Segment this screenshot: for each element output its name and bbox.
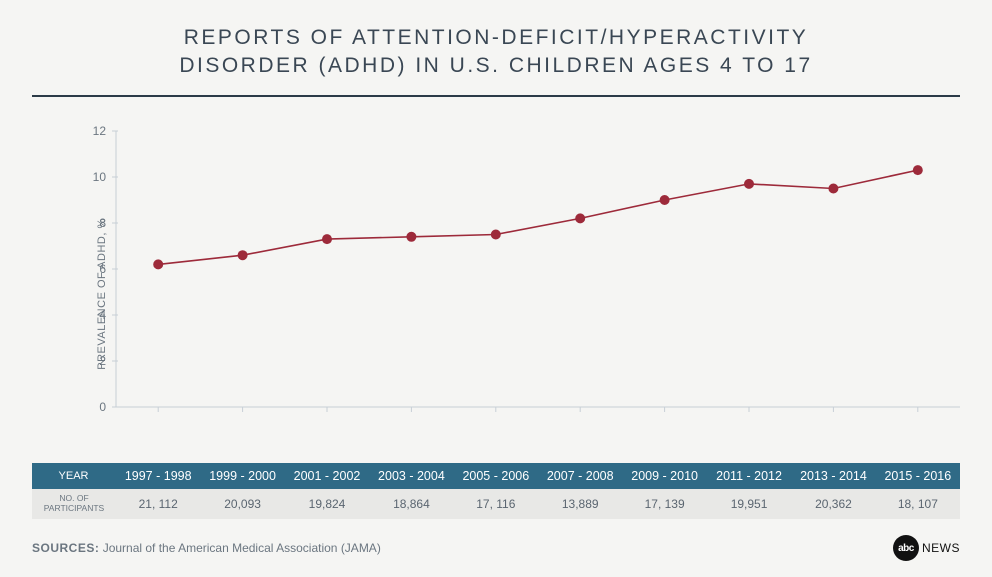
participants-row-header: NO. OF PARTICIPANTS xyxy=(32,489,116,519)
trend-line xyxy=(158,170,918,264)
data-point xyxy=(744,179,754,189)
participants-cell: 19,824 xyxy=(285,489,369,519)
svg-text:12: 12 xyxy=(93,125,107,138)
data-point xyxy=(828,183,838,193)
svg-text:10: 10 xyxy=(93,170,107,184)
participants-cell: 20,362 xyxy=(791,489,875,519)
line-chart-svg: 024681012 xyxy=(32,125,960,415)
data-point xyxy=(153,259,163,269)
infographic-container: REPORTS OF ATTENTION-DEFICIT/HYPERACTIVI… xyxy=(0,0,992,577)
year-cell: 2001 - 2002 xyxy=(285,463,369,489)
chart-area: PREVALENCE OF ADHD, % 024681012 xyxy=(32,125,960,463)
data-point xyxy=(406,231,416,241)
year-row-header: YEAR xyxy=(32,463,116,489)
footer: SOURCES: Journal of the American Medical… xyxy=(32,535,960,561)
participants-cell: 18,864 xyxy=(369,489,453,519)
sources-line: SOURCES: Journal of the American Medical… xyxy=(32,541,381,555)
data-point xyxy=(491,229,501,239)
svg-text:0: 0 xyxy=(99,400,106,414)
chart-title: REPORTS OF ATTENTION-DEFICIT/HYPERACTIVI… xyxy=(32,24,960,81)
year-cell: 2011 - 2012 xyxy=(707,463,791,489)
year-cell: 2007 - 2008 xyxy=(538,463,622,489)
sources-label: SOURCES: xyxy=(32,541,99,555)
year-cell: 1997 - 1998 xyxy=(116,463,200,489)
participants-row: NO. OF PARTICIPANTS 21, 11220,09319,8241… xyxy=(32,489,960,519)
year-cell: 2003 - 2004 xyxy=(369,463,453,489)
sources-text: Journal of the American Medical Associat… xyxy=(103,541,381,555)
data-point xyxy=(913,165,923,175)
year-row: YEAR 1997 - 19981999 - 20002001 - 200220… xyxy=(32,463,960,489)
participants-cell: 21, 112 xyxy=(116,489,200,519)
year-cells: 1997 - 19981999 - 20002001 - 20022003 - … xyxy=(116,463,960,489)
participants-cell: 17, 116 xyxy=(454,489,538,519)
title-rule xyxy=(32,95,960,97)
participants-cells: 21, 11220,09319,82418,86417, 11613,88917… xyxy=(116,489,960,519)
y-axis-label: PREVALENCE OF ADHD, % xyxy=(96,218,108,370)
data-point xyxy=(575,213,585,223)
title-line-2: DISORDER (ADHD) IN U.S. CHILDREN AGES 4 … xyxy=(179,54,812,77)
data-point xyxy=(322,234,332,244)
year-cell: 2009 - 2010 xyxy=(622,463,706,489)
participants-cell: 19,951 xyxy=(707,489,791,519)
abc-logo-circle: abc xyxy=(893,535,919,561)
year-cell: 2005 - 2006 xyxy=(454,463,538,489)
title-line-1: REPORTS OF ATTENTION-DEFICIT/HYPERACTIVI… xyxy=(184,26,809,49)
data-table: YEAR 1997 - 19981999 - 20002001 - 200220… xyxy=(32,463,960,519)
year-cell: 2015 - 2016 xyxy=(876,463,960,489)
year-cell: 2013 - 2014 xyxy=(791,463,875,489)
participants-cell: 17, 139 xyxy=(622,489,706,519)
abc-news-logo: abc NEWS xyxy=(893,535,960,561)
participants-cell: 18, 107 xyxy=(876,489,960,519)
year-cell: 1999 - 2000 xyxy=(200,463,284,489)
news-logo-text: NEWS xyxy=(922,541,960,555)
data-point xyxy=(660,195,670,205)
data-point xyxy=(238,250,248,260)
participants-cell: 20,093 xyxy=(200,489,284,519)
participants-cell: 13,889 xyxy=(538,489,622,519)
